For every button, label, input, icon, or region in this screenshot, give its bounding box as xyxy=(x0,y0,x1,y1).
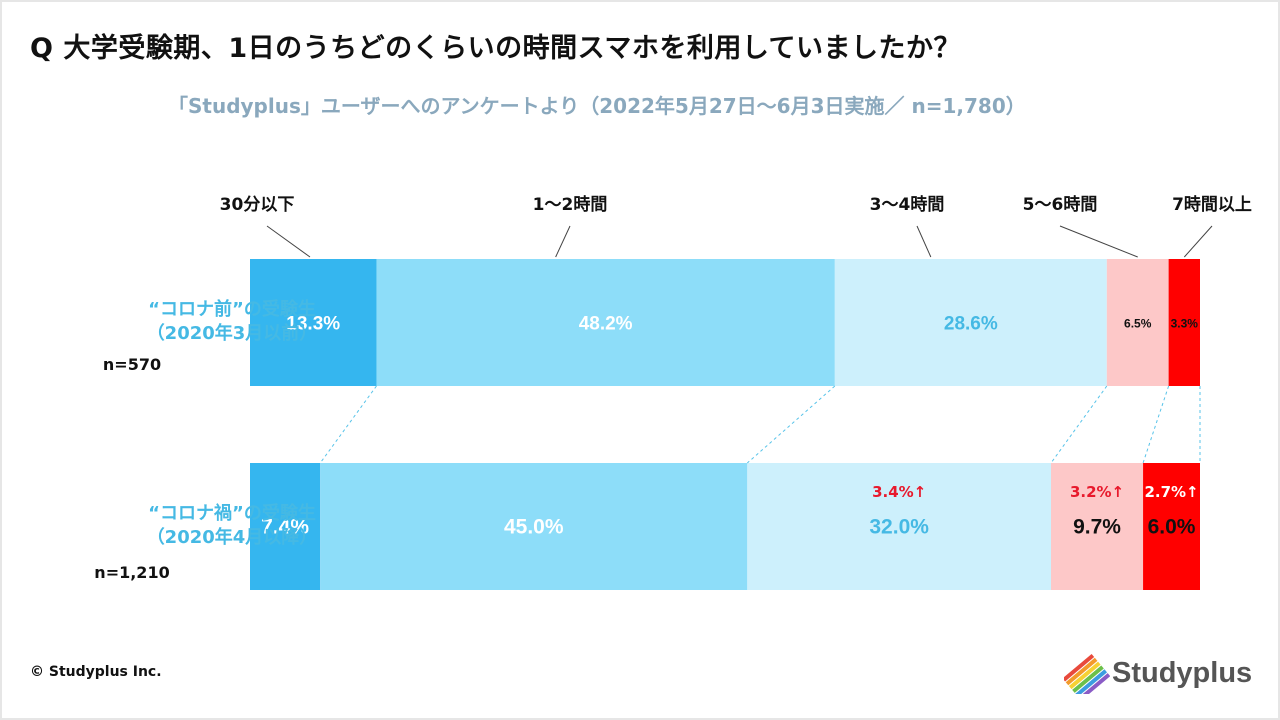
row-label-line1: “コロナ前”の受験生 xyxy=(148,299,316,320)
bar-segment xyxy=(1106,259,1169,386)
connector-line xyxy=(1050,385,1108,464)
chart-title: Q 大学受験期、1日のうちどのくらいの時間スマホを利用していましたか？ xyxy=(30,33,962,64)
legend-label: 7時間以上 xyxy=(1172,194,1252,215)
chart-subtitle: 「Studyplus」ユーザーへのアンケートより（2022年5月27日〜6月3日… xyxy=(168,94,1026,118)
legend-leader-line xyxy=(916,225,932,258)
data-label: 28.6% xyxy=(944,314,998,335)
studyplus-logo-icon xyxy=(1064,653,1110,694)
row-n-pre-corona: n=570 xyxy=(102,355,162,374)
legend-leader-line xyxy=(555,225,571,258)
connector-line xyxy=(1142,385,1170,464)
row-label-line2: （2020年3月以前） xyxy=(146,323,318,344)
legend-leader-line xyxy=(1183,225,1213,258)
data-label: 6.5% xyxy=(1124,317,1152,331)
bar-segment xyxy=(834,259,1107,386)
bar-segment xyxy=(320,463,748,590)
data-label: 45.0% xyxy=(504,516,564,539)
data-label: 9.7% xyxy=(1073,516,1121,539)
bar-segment xyxy=(1168,259,1200,386)
row-label-corona: “コロナ禍”の受験生 （2020年4月以降） xyxy=(112,502,352,550)
increase-annotation: 3.4%↑ xyxy=(872,483,926,501)
bar-segment xyxy=(747,463,1051,590)
data-label: 7.4% xyxy=(261,516,309,539)
row-label-line1: “コロナ禍”の受験生 xyxy=(148,503,316,524)
brand-logo-text: Studyplus xyxy=(1112,657,1253,689)
row-label-line2: （2020年4月以降） xyxy=(146,527,318,548)
data-label: 48.2% xyxy=(579,314,633,335)
bar-segment xyxy=(250,463,321,590)
data-label: 13.3% xyxy=(286,314,340,335)
legend-label: 30分以下 xyxy=(220,195,295,215)
legend-leader-line xyxy=(266,225,311,258)
row-label-pre-corona: “コロナ前”の受験生 （2020年3月以前） xyxy=(112,298,352,346)
legend-label: 3〜4時間 xyxy=(870,194,945,215)
row-n-corona: n=1,210 xyxy=(94,563,170,582)
bar-segment xyxy=(376,259,835,386)
data-label: 3.3% xyxy=(1171,317,1199,331)
bar-segment xyxy=(250,259,377,386)
legend-leader-line xyxy=(1059,225,1138,258)
increase-annotation: 2.7%↑ xyxy=(1144,483,1198,501)
connector-line xyxy=(319,385,377,464)
copyright: © Studyplus Inc. xyxy=(30,664,162,680)
increase-annotation: 3.2%↑ xyxy=(1070,483,1124,501)
bar-segment xyxy=(1143,463,1200,590)
legend-label: 1〜2時間 xyxy=(533,194,608,215)
data-label: 6.0% xyxy=(1148,516,1196,539)
connector-line xyxy=(746,385,836,464)
bar-segment xyxy=(1050,463,1144,590)
data-label: 32.0% xyxy=(869,516,929,539)
legend-label: 5〜6時間 xyxy=(1023,194,1098,215)
